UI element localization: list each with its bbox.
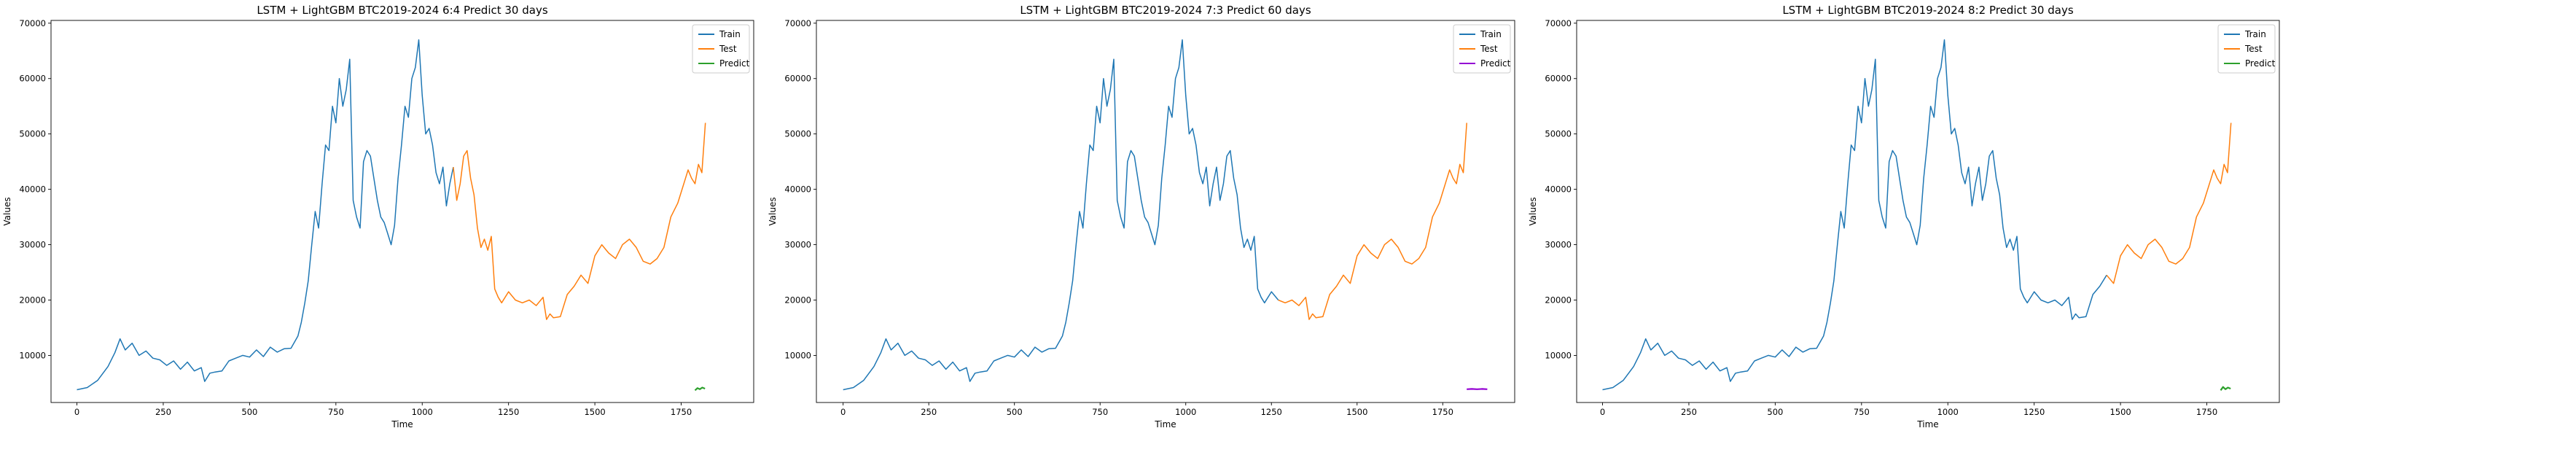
x-tick-label: 750 [328,407,344,417]
series-line-test [2106,122,2232,284]
x-tick-label: 0 [1600,407,1605,417]
y-axis-label: Values [1528,197,1538,225]
y-tick-label: 10000 [784,350,811,360]
y-tick-label: 10000 [19,350,46,360]
x-tick-label: 0 [840,407,846,417]
series-line-predict [2220,386,2231,391]
y-tick-label: 70000 [784,18,811,28]
x-tick-label: 1000 [1175,407,1196,417]
y-tick-label: 70000 [19,18,46,28]
x-tick-label: 1000 [1937,407,1959,417]
legend: Train Test Predict [1453,24,1511,74]
y-tick-label: 40000 [19,184,46,195]
x-tick-label: 1250 [1261,407,1282,417]
series-line-test [453,122,706,320]
legend-box [692,24,750,74]
axes-frame [1576,20,2280,403]
legend-box [2217,24,2276,74]
legend: Train Test Predict [692,24,750,74]
y-tick-label: 20000 [784,295,811,306]
x-tick-label: 500 [1767,407,1783,417]
x-tick-label: 1500 [584,407,605,417]
legend: Train Test Predict [2217,24,2276,74]
y-tick-label: 60000 [19,74,46,84]
legend-label: Train [2244,29,2266,39]
legend-box [1453,24,1511,74]
y-tick-label: 60000 [1545,74,1572,84]
x-tick-label: 0 [74,407,79,417]
series-line-predict [694,386,706,392]
x-tick-label: 1250 [498,407,519,417]
legend-label: Test [2244,44,2263,54]
x-tick-label: 1500 [1346,407,1367,417]
y-tick-label: 30000 [784,240,811,250]
y-tick-label: 20000 [1545,295,1572,306]
legend-label: Predict [719,58,750,69]
y-tick-label: 30000 [19,240,46,250]
chart-title: LSTM + LightGBM BTC2019-2024 7:3 Predict… [1020,4,1311,17]
series-line-test [1278,122,1467,320]
axes-frame [816,20,1515,403]
x-tick-label: 250 [921,407,937,417]
x-tick-label: 1500 [2109,407,2131,417]
legend-label: Test [719,44,737,54]
x-tick-label: 250 [155,407,171,417]
chart-panel-1: LSTM + LightGBM BTC2019-2024 6:4 Predict… [2,4,754,429]
series-line-train [77,39,454,391]
y-tick-label: 40000 [784,184,811,195]
series-line-train [843,39,1279,391]
x-axis-label: Time [1154,419,1176,429]
x-tick-label: 500 [1007,407,1023,417]
x-axis-label: Time [391,419,413,429]
y-tick-label: 20000 [19,295,46,306]
x-tick-label: 250 [1681,407,1697,417]
y-tick-label: 10000 [1545,350,1572,360]
axes-frame [50,20,754,403]
chart-panel-3: LSTM + LightGBM BTC2019-2024 8:2 Predict… [1528,4,2280,429]
x-axis-label: Time [1916,419,1938,429]
y-axis-label: Values [768,197,778,225]
y-tick-label: 50000 [19,129,46,139]
legend-label: Predict [1480,58,1511,69]
x-tick-label: 1750 [1432,407,1453,417]
x-tick-label: 500 [241,407,257,417]
legend-label: Train [1480,29,1502,39]
x-tick-label: 750 [1092,407,1108,417]
x-tick-label: 1250 [2023,407,2045,417]
chart-title: LSTM + LightGBM BTC2019-2024 6:4 Predict… [257,4,548,17]
x-tick-label: 1750 [2196,407,2217,417]
y-tick-label: 60000 [784,74,811,84]
y-tick-label: 30000 [1545,240,1572,250]
chart-title: LSTM + LightGBM BTC2019-2024 8:2 Predict… [1782,4,2074,17]
y-tick-label: 70000 [1545,18,1572,28]
legend-label: Predict [2245,58,2276,69]
y-axis-label: Values [2,197,12,225]
legend-label: Test [1480,44,1498,54]
chart-panel-2: LSTM + LightGBM BTC2019-2024 7:3 Predict… [768,4,1515,429]
y-tick-label: 50000 [1545,129,1572,139]
y-tick-label: 40000 [1545,184,1572,195]
x-tick-label: 1750 [671,407,692,417]
series-line-train [1602,39,2107,391]
legend-label: Train [719,29,741,39]
x-tick-label: 750 [1854,407,1870,417]
x-tick-label: 1000 [412,407,433,417]
y-tick-label: 50000 [784,129,811,139]
